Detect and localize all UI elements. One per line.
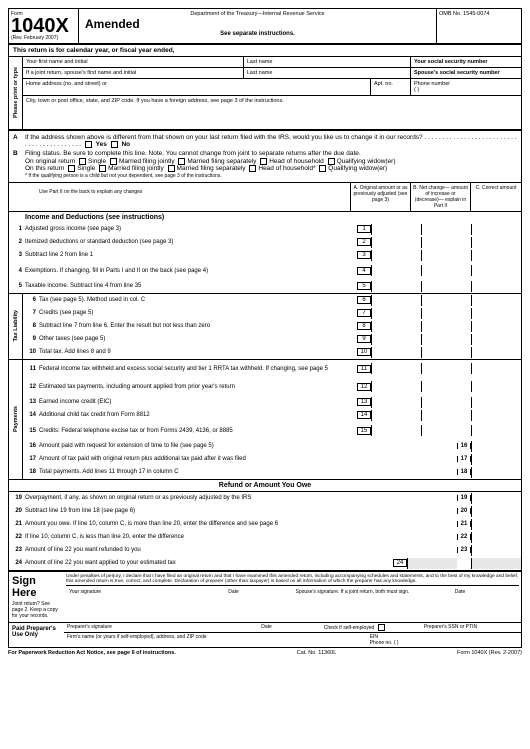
paid-preparer-block: Paid Preparer's Use Only Preparer's sign… xyxy=(9,622,521,647)
line-8: Subtract line 7 from line 6. Enter the r… xyxy=(39,323,355,329)
col-a-header: A. Original amount or as previously adju… xyxy=(351,183,411,211)
this-mfs[interactable] xyxy=(168,165,175,172)
orig-mfj[interactable] xyxy=(110,158,117,165)
last-name-field[interactable]: Last name xyxy=(244,57,411,67)
sign-here-title: Sign Here xyxy=(12,575,61,599)
perjury-text: Under penalties of perjury, I declare th… xyxy=(66,574,519,584)
footer: For Paperwork Reduction Act Notice, see … xyxy=(8,648,522,658)
payments-block: Payments 11Federal income tax withheld a… xyxy=(9,360,521,480)
no-checkbox[interactable] xyxy=(111,141,118,148)
line-9: Other taxes (see page 5) xyxy=(39,336,355,342)
line-18: Total payments. Add lines 11 through 17 … xyxy=(39,469,457,475)
your-signature[interactable]: Your signature xyxy=(66,588,225,596)
preparer-signature[interactable]: Preparer's signature xyxy=(64,623,258,632)
apt-field[interactable]: Apt. no. xyxy=(371,79,411,95)
this-hoh[interactable] xyxy=(249,165,256,172)
col-b-header: B. Net change— amount of increase or (de… xyxy=(411,183,471,211)
firm-field[interactable]: Firm's name (or yours if self-employed),… xyxy=(64,633,367,647)
col-c-header: C. Correct amount xyxy=(471,183,521,211)
line-10: Total tax. Add lines 8 and 9 xyxy=(39,349,355,355)
orig-qw[interactable] xyxy=(328,158,335,165)
orig-mfs[interactable] xyxy=(178,158,185,165)
line-16: Amount paid with request for extension o… xyxy=(39,443,457,449)
line-14: Additional child tax credit from Form 88… xyxy=(39,412,355,418)
self-employed-checkbox[interactable] xyxy=(378,624,385,631)
line-4: Exemptions. If changing, fill in Parts I… xyxy=(25,268,355,274)
spouse-last-field[interactable]: Last name xyxy=(244,68,411,78)
line-11: Federal income tax withheld and excess s… xyxy=(39,366,355,372)
form-1040x: Form 1040X (Rev. February 2007) Departme… xyxy=(8,8,522,648)
city-field[interactable]: City, town or post office, state, and ZI… xyxy=(23,96,521,106)
sig-date-1[interactable]: Date xyxy=(225,588,292,596)
line-21: Amount you owe. If line 10, column C, is… xyxy=(25,521,457,527)
line-17: Amount of tax paid with original return … xyxy=(39,456,457,462)
line-6: Tax (see page 5). Method used in col. C xyxy=(39,297,355,303)
joint-note: Joint return? See page 2. Keep a copy fo… xyxy=(12,601,61,619)
calendar-year-row: This return is for calendar year, or fis… xyxy=(9,45,521,57)
ssn-field[interactable]: Your social security number xyxy=(411,57,521,67)
form-number: 1040X xyxy=(11,17,76,35)
line-7: Credits (see page 5) xyxy=(39,310,355,316)
line-24: Amount of line 22 you want applied to yo… xyxy=(25,560,391,566)
this-qw[interactable] xyxy=(319,165,326,172)
line-12: Estimated tax payments, including amount… xyxy=(39,384,355,390)
line-5: Taxable income. Subtract line 4 from lin… xyxy=(25,283,355,289)
filing-status-block: A If the address shown above is differen… xyxy=(9,131,521,183)
hoh-note: * If the qualifying person is a child bu… xyxy=(13,173,517,179)
orig-single[interactable] xyxy=(79,158,86,165)
sign-here-block: Sign Here Joint return? See page 2. Keep… xyxy=(9,570,521,622)
header: Form 1040X (Rev. February 2007) Departme… xyxy=(9,9,521,45)
see-instructions: See separate instructions. xyxy=(81,31,434,37)
orig-hoh[interactable] xyxy=(260,158,267,165)
tax-liability-block: Tax Liability 6Tax (see page 5). Method … xyxy=(9,294,521,360)
title: Amended xyxy=(81,17,434,31)
question-b: Filing status. Be sure to complete this … xyxy=(25,150,361,157)
line-2: Itemized deductions or standard deductio… xyxy=(25,239,355,245)
spouse-ssn-field[interactable]: Spouse's social security number xyxy=(411,68,521,78)
this-single[interactable] xyxy=(68,165,75,172)
sig-date-2[interactable]: Date xyxy=(452,588,519,596)
identity-block: Please print or type Your first name and… xyxy=(9,57,521,131)
line-3: Subtract line 2 from line 1 xyxy=(25,252,355,258)
line-20: Subtract line 19 from line 18 (see page … xyxy=(25,508,457,514)
first-name-field[interactable]: Your first name and initial xyxy=(23,57,244,67)
line-13: Earned income credit (EIC) xyxy=(39,399,355,405)
line-22: If line 10, column C, is less than line … xyxy=(25,534,457,540)
ptin-field[interactable]: Preparer's SSN or PTIN xyxy=(421,623,521,632)
paid-preparer-label: Paid Preparer's Use Only xyxy=(9,623,64,647)
line-23: Amount of line 22 you want refunded to y… xyxy=(25,547,457,553)
line-19: Overpayment, if any, as shown on origina… xyxy=(25,495,457,501)
line-15: Credits: Federal telephone excise tax or… xyxy=(39,428,355,434)
column-headers: Use Part II on the back to explain any c… xyxy=(9,183,521,212)
yes-checkbox[interactable] xyxy=(85,141,92,148)
refund-heading: Refund or Amount You Owe xyxy=(9,480,521,492)
spouse-first-field[interactable]: If a joint return, spouse's first name a… xyxy=(23,68,244,78)
side-label: Please print or type xyxy=(12,65,20,120)
spouse-signature[interactable]: Spouse's signature. If a joint return, b… xyxy=(293,588,452,596)
omb: OMB No. 1545-0074 xyxy=(439,11,519,17)
line-1: Adjusted gross income (see page 3) xyxy=(25,226,355,232)
income-heading: Income and Deductions (see instructions) xyxy=(9,212,521,223)
phone-field[interactable]: Phone number ( ) xyxy=(411,79,521,95)
this-mfj[interactable] xyxy=(99,165,106,172)
question-a: If the address shown above is different … xyxy=(25,134,517,148)
home-address-field[interactable]: Home address (no. and street) or xyxy=(23,79,371,95)
